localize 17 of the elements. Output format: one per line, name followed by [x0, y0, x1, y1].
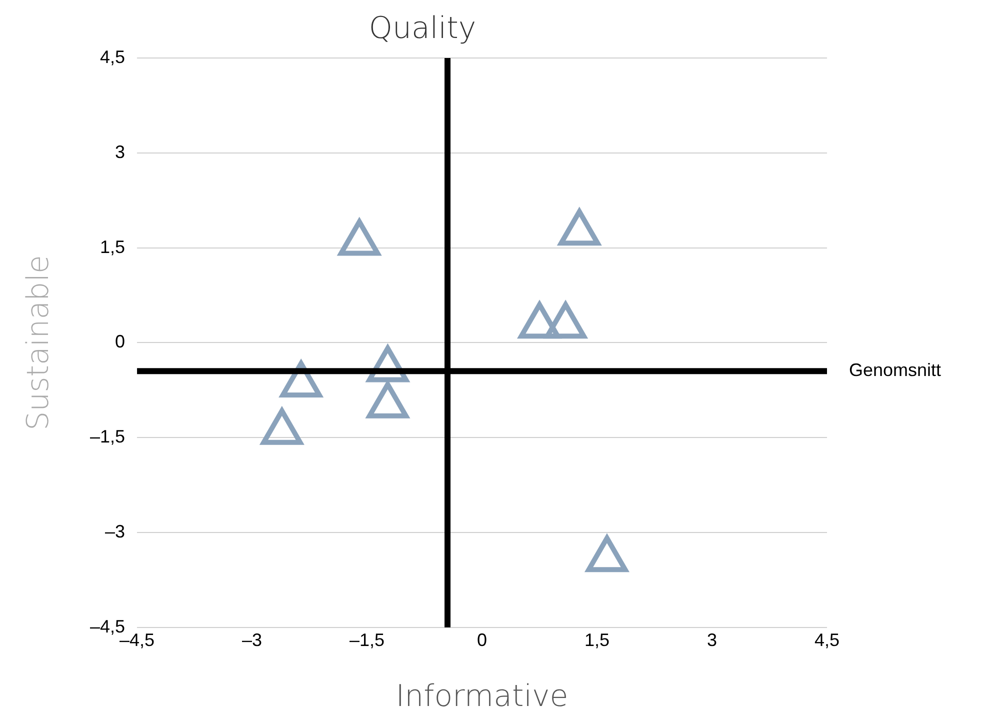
x-tick-label: 0	[477, 630, 488, 650]
y-tick-label: 4,5	[100, 46, 126, 67]
x-tick-label: 3	[707, 630, 718, 650]
chart-title: Quality	[368, 10, 476, 46]
y-tick-label: –1,5	[90, 426, 126, 447]
x-axis-title: Informative	[396, 678, 568, 714]
x-tick-label: 1,5	[584, 630, 610, 650]
x-tick-label: 4,5	[814, 630, 840, 650]
y-axis-title: Sustainable	[20, 254, 56, 430]
y-tick-label: –3	[105, 521, 126, 542]
x-tick-label: –1,5	[350, 630, 385, 650]
ref-line-label: Genomsnitt	[849, 360, 942, 380]
y-tick-label: 0	[115, 332, 126, 352]
y-tick-label: –4,5	[90, 616, 126, 636]
x-tick-label: –3	[242, 630, 262, 650]
y-tick-label: 1,5	[100, 236, 126, 257]
y-tick-label: 3	[115, 142, 126, 162]
